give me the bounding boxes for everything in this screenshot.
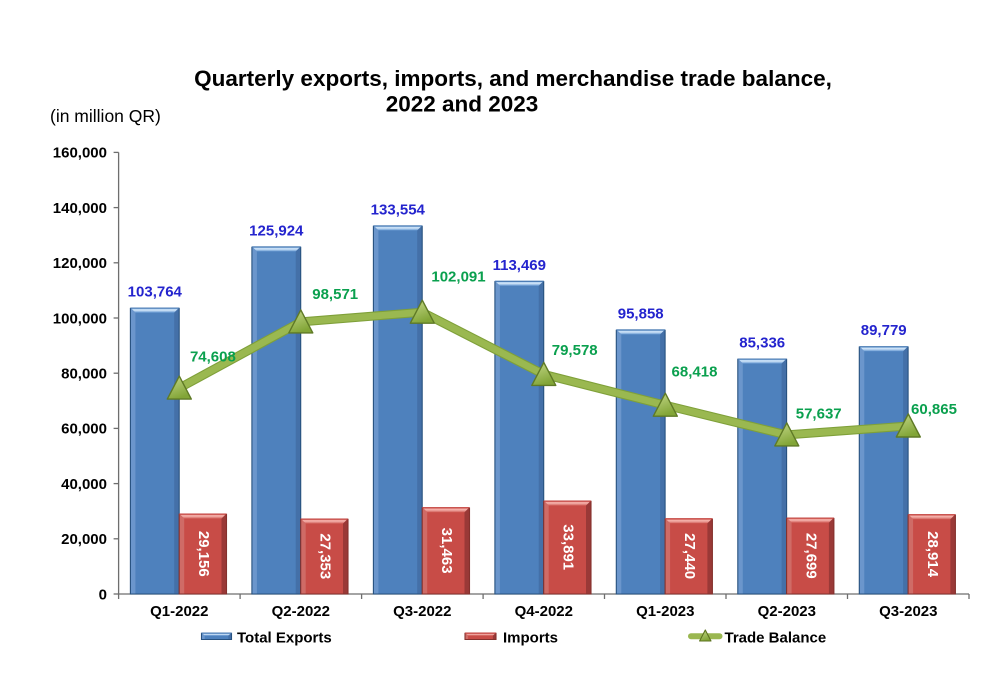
svg-text:113,469: 113,469 [493,257,546,274]
svg-text:125,924: 125,924 [249,222,304,239]
svg-text:79,578: 79,578 [552,342,598,359]
svg-text:Q4-2022: Q4-2022 [515,603,573,620]
svg-text:Q2-2022: Q2-2022 [272,603,330,620]
svg-text:Imports: Imports [503,630,558,647]
svg-text:160,000: 160,000 [53,145,107,162]
svg-text:140,000: 140,000 [53,200,107,217]
svg-text:40,000: 40,000 [61,476,107,493]
svg-text:103,764: 103,764 [128,284,183,301]
svg-text:Total Exports: Total Exports [237,630,332,647]
svg-text:Q1-2022: Q1-2022 [150,603,208,620]
svg-text:Q3-2022: Q3-2022 [393,603,451,620]
svg-text:Q1-2023: Q1-2023 [636,603,694,620]
svg-text:60,865: 60,865 [911,401,957,418]
svg-text:80,000: 80,000 [61,366,107,383]
svg-text:28,914: 28,914 [924,531,941,578]
svg-text:85,336: 85,336 [739,335,785,352]
svg-text:102,091: 102,091 [431,269,485,286]
svg-text:95,858: 95,858 [618,305,664,322]
svg-text:120,000: 120,000 [53,255,107,272]
svg-text:0: 0 [99,586,107,603]
svg-text:Q2-2023: Q2-2023 [758,603,816,620]
svg-text:27,440: 27,440 [681,533,698,579]
svg-text:20,000: 20,000 [61,531,107,548]
svg-text:133,554: 133,554 [371,201,426,218]
svg-text:68,418: 68,418 [672,363,718,380]
svg-text:98,571: 98,571 [312,286,358,303]
svg-text:Trade Balance: Trade Balance [725,630,827,647]
svg-text:31,463: 31,463 [438,528,455,574]
svg-text:100,000: 100,000 [53,310,107,327]
svg-text:74,608: 74,608 [190,349,236,366]
svg-text:89,779: 89,779 [861,322,907,339]
svg-text:27,699: 27,699 [802,533,819,579]
svg-text:60,000: 60,000 [61,421,107,438]
svg-text:29,156: 29,156 [195,531,212,577]
svg-text:Quarterly exports, imports, an: Quarterly exports, imports, and merchand… [194,66,832,91]
svg-text:27,353: 27,353 [316,533,333,579]
svg-text:2022 and 2023: 2022 and 2023 [386,92,539,117]
svg-text:(in million QR): (in million QR) [50,106,161,126]
svg-text:33,891: 33,891 [559,524,576,570]
svg-text:57,637: 57,637 [796,405,842,422]
svg-text:Q3-2023: Q3-2023 [879,603,937,620]
